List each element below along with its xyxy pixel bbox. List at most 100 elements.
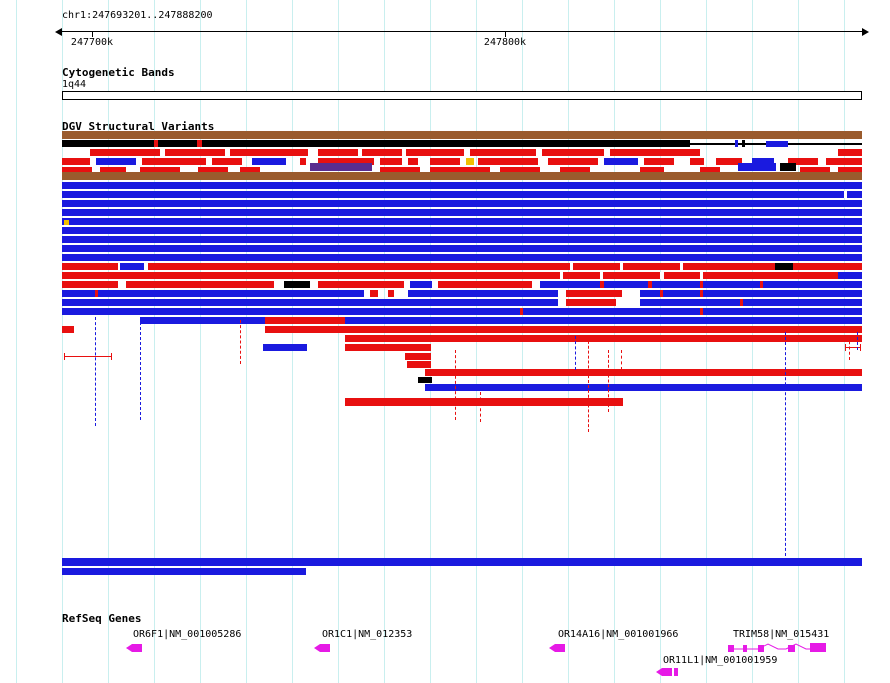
variant-segment[interactable]	[548, 158, 598, 165]
variant-segment[interactable]	[700, 167, 720, 173]
variant-segment[interactable]	[370, 290, 378, 297]
variant-segment[interactable]	[600, 272, 603, 279]
gene-exon[interactable]	[728, 645, 734, 652]
variant-segment[interactable]	[148, 263, 862, 270]
variant-segment[interactable]	[62, 326, 74, 333]
variant-segment[interactable]	[407, 361, 431, 368]
variant-segment[interactable]	[844, 191, 847, 198]
variant-segment[interactable]	[405, 353, 431, 360]
variant-segment[interactable]	[620, 263, 623, 270]
variant-segment[interactable]	[345, 398, 623, 406]
variant-segment[interactable]	[775, 263, 793, 270]
gene-exon[interactable]	[320, 644, 330, 652]
gene-exon[interactable]	[743, 645, 747, 652]
variant-segment[interactable]	[716, 158, 742, 165]
variant-segment[interactable]	[380, 158, 402, 165]
variant-segment[interactable]	[470, 149, 536, 156]
variant-segment[interactable]	[197, 140, 202, 147]
gene-exon[interactable]	[132, 644, 142, 652]
variant-segment[interactable]	[318, 281, 404, 288]
gene-exon[interactable]	[788, 645, 795, 652]
variant-segment[interactable]	[345, 344, 431, 351]
variant-segment[interactable]	[165, 149, 225, 156]
variant-segment[interactable]	[742, 140, 745, 147]
variant-segment[interactable]	[126, 281, 274, 288]
variant-segment[interactable]	[62, 281, 118, 288]
variant-segment[interactable]	[62, 272, 862, 279]
variant-segment[interactable]	[410, 281, 432, 288]
variant-segment[interactable]	[640, 290, 862, 297]
variant-segment[interactable]	[466, 158, 474, 165]
variant-segment[interactable]	[838, 167, 862, 173]
variant-segment[interactable]	[62, 227, 862, 234]
variant-segment[interactable]	[230, 149, 308, 156]
variant-segment[interactable]	[62, 236, 862, 243]
variant-segment[interactable]	[760, 281, 763, 288]
variant-segment[interactable]	[604, 158, 638, 165]
variant-segment[interactable]	[140, 317, 862, 324]
variant-segment[interactable]	[300, 158, 306, 165]
variant-segment[interactable]	[425, 384, 862, 391]
variant-segment[interactable]	[838, 149, 862, 156]
variant-segment[interactable]	[284, 281, 310, 288]
variant-segment[interactable]	[430, 167, 490, 173]
variant-segment[interactable]	[610, 149, 700, 156]
variant-segment[interactable]	[640, 167, 664, 173]
variant-segment[interactable]	[100, 167, 126, 173]
gene-exon[interactable]	[662, 668, 672, 676]
variant-segment[interactable]	[740, 299, 743, 306]
variant-segment[interactable]	[660, 272, 664, 279]
variant-segment[interactable]	[62, 558, 862, 566]
variant-segment[interactable]	[838, 272, 862, 279]
variant-segment[interactable]	[640, 299, 862, 306]
variant-segment[interactable]	[566, 290, 622, 297]
variant-segment[interactable]	[406, 149, 464, 156]
variant-segment[interactable]	[600, 281, 604, 288]
variant-segment[interactable]	[212, 158, 242, 165]
gene-direction-arrow-icon[interactable]	[126, 644, 132, 652]
variant-segment[interactable]	[62, 140, 690, 147]
gene-direction-arrow-icon[interactable]	[314, 644, 320, 652]
variant-segment[interactable]	[380, 167, 420, 173]
variant-segment[interactable]	[62, 158, 90, 165]
variant-segment[interactable]	[318, 149, 358, 156]
variant-segment[interactable]	[500, 167, 540, 173]
variant-segment[interactable]	[62, 218, 862, 225]
variant-segment[interactable]	[62, 245, 862, 252]
variant-segment[interactable]	[845, 347, 861, 348]
variant-segment[interactable]	[520, 308, 523, 315]
variant-segment[interactable]	[680, 263, 683, 270]
variant-segment[interactable]	[780, 163, 796, 171]
variant-segment[interactable]	[62, 200, 862, 207]
variant-segment[interactable]	[140, 167, 180, 173]
variant-segment[interactable]	[388, 290, 394, 297]
variant-segment[interactable]	[826, 158, 862, 165]
gene-exon[interactable]	[674, 668, 678, 676]
variant-segment[interactable]	[700, 281, 703, 288]
variant-segment[interactable]	[570, 263, 573, 270]
variant-segment[interactable]	[430, 158, 460, 165]
variant-segment[interactable]	[265, 326, 862, 333]
variant-segment[interactable]	[96, 158, 136, 165]
variant-segment[interactable]	[542, 149, 604, 156]
variant-segment[interactable]	[64, 356, 112, 357]
variant-segment[interactable]	[62, 191, 862, 198]
variant-segment[interactable]	[418, 377, 432, 383]
variant-segment[interactable]	[62, 131, 862, 139]
variant-segment[interactable]	[62, 172, 862, 180]
variant-segment[interactable]	[860, 344, 861, 351]
variant-segment[interactable]	[478, 158, 538, 165]
variant-segment[interactable]	[408, 290, 558, 297]
variant-segment[interactable]	[560, 272, 563, 279]
variant-segment[interactable]	[62, 225, 242, 227]
variant-segment[interactable]	[62, 182, 862, 189]
variant-segment[interactable]	[252, 158, 286, 165]
variant-segment[interactable]	[408, 158, 418, 165]
variant-segment[interactable]	[800, 167, 830, 173]
variant-segment[interactable]	[648, 281, 652, 288]
variant-segment[interactable]	[64, 220, 69, 225]
variant-segment[interactable]	[310, 163, 372, 171]
variant-segment[interactable]	[700, 308, 703, 315]
variant-segment[interactable]	[62, 290, 364, 297]
variant-segment[interactable]	[95, 290, 98, 297]
